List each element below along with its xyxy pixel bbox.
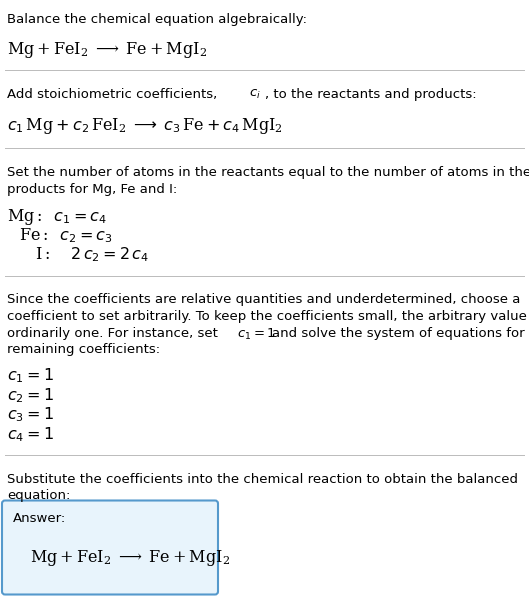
Text: Balance the chemical equation algebraically:: Balance the chemical equation algebraica… — [7, 13, 307, 26]
Text: Substitute the coefficients into the chemical reaction to obtain the balanced: Substitute the coefficients into the che… — [7, 473, 518, 486]
Text: equation:: equation: — [7, 489, 70, 503]
Text: $\mathregular{Fe:}\;\; c_2 = c_3$: $\mathregular{Fe:}\;\; c_2 = c_3$ — [19, 226, 113, 245]
FancyBboxPatch shape — [2, 501, 218, 594]
Text: coefficient to set arbitrarily. To keep the coefficients small, the arbitrary va: coefficient to set arbitrarily. To keep … — [7, 310, 529, 323]
Text: , to the reactants and products:: , to the reactants and products: — [265, 88, 477, 101]
Text: products for Mg, Fe and I:: products for Mg, Fe and I: — [7, 183, 177, 195]
Text: Set the number of atoms in the reactants equal to the number of atoms in the: Set the number of atoms in the reactants… — [7, 166, 529, 179]
Text: $c_2 = 1$: $c_2 = 1$ — [7, 386, 54, 405]
Text: $c_i$: $c_i$ — [249, 88, 261, 101]
Text: $c_3 = 1$: $c_3 = 1$ — [7, 405, 54, 424]
Text: $\mathbf{\mathregular{Mg + FeI_2 \;\longrightarrow\; Fe + MgI_2}}$: $\mathbf{\mathregular{Mg + FeI_2 \;\long… — [7, 40, 207, 60]
Text: Add stoichiometric coefficients,: Add stoichiometric coefficients, — [7, 88, 222, 101]
Text: and solve the system of equations for the: and solve the system of equations for th… — [272, 327, 529, 339]
Text: $c_1\,\mathregular{Mg} + c_2\,\mathregular{FeI_2} \;\longrightarrow\; c_3\,\math: $c_1\,\mathregular{Mg} + c_2\,\mathregul… — [7, 116, 283, 136]
Text: $c_1 = 1$: $c_1 = 1$ — [237, 327, 276, 342]
Text: ordinarily one. For instance, set: ordinarily one. For instance, set — [7, 327, 222, 339]
Text: $\mathregular{I:}\;\;\;\; 2\,c_2 = 2\,c_4$: $\mathregular{I:}\;\;\;\; 2\,c_2 = 2\,c_… — [35, 245, 149, 264]
Text: remaining coefficients:: remaining coefficients: — [7, 343, 160, 356]
Text: $c_1 = 1$: $c_1 = 1$ — [7, 367, 54, 385]
Text: $\mathregular{Mg:}\;\; c_1 = c_4$: $\mathregular{Mg:}\;\; c_1 = c_4$ — [7, 206, 107, 226]
Text: Answer:: Answer: — [13, 512, 66, 524]
Text: Since the coefficients are relative quantities and underdetermined, choose a: Since the coefficients are relative quan… — [7, 294, 521, 307]
Text: $\mathregular{Mg + FeI_2 \;\longrightarrow\; Fe + MgI_2}$: $\mathregular{Mg + FeI_2 \;\longrightarr… — [30, 548, 230, 568]
Text: $c_4 = 1$: $c_4 = 1$ — [7, 425, 54, 444]
